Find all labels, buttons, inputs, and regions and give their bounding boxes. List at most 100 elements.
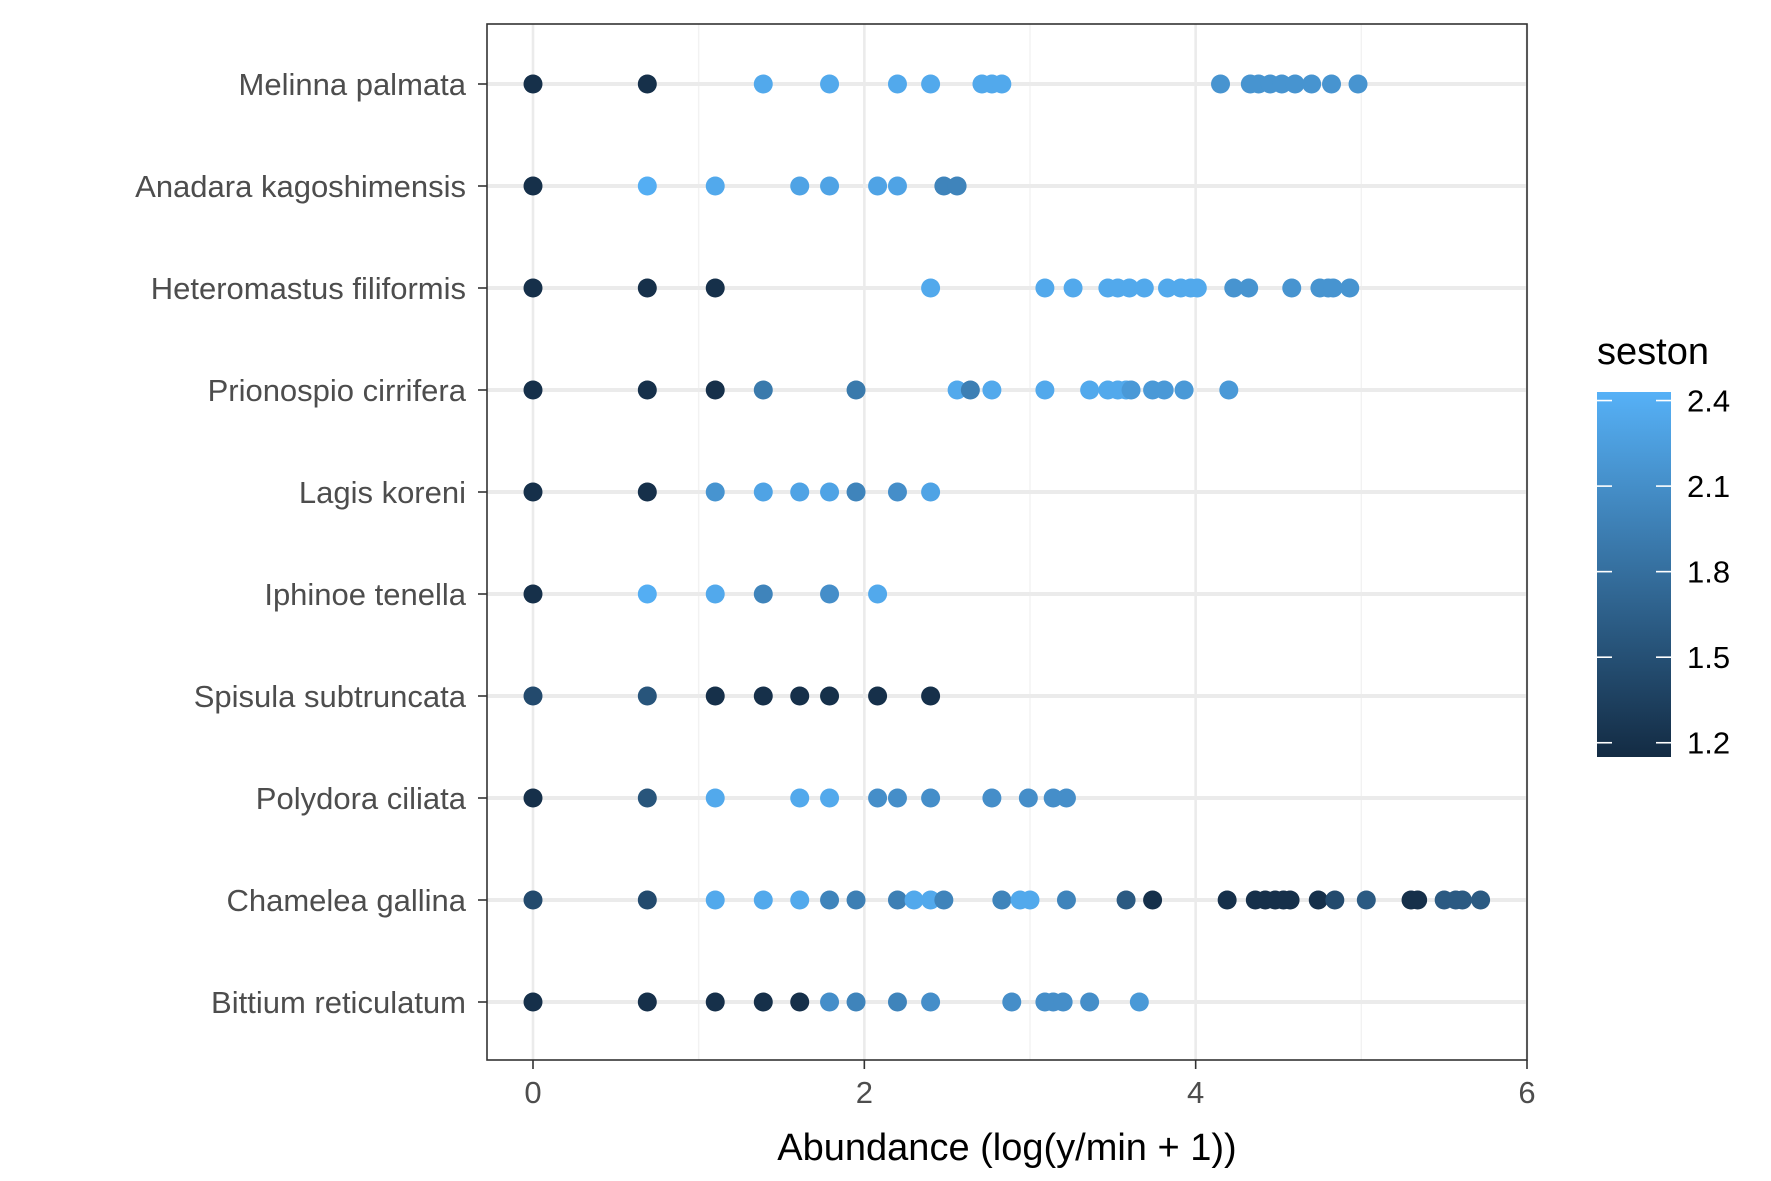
data-point: [921, 788, 941, 808]
data-point: [820, 176, 840, 196]
data-point: [1121, 380, 1141, 400]
data-point: [887, 482, 907, 502]
data-point: [1043, 788, 1063, 808]
data-point: [705, 176, 725, 196]
x-tick-label: 2: [856, 1075, 873, 1110]
data-point: [887, 74, 907, 94]
data-point: [523, 482, 543, 502]
data-point: [637, 788, 657, 808]
data-point: [820, 890, 840, 910]
data-point: [1174, 380, 1194, 400]
data-point: [1080, 380, 1100, 400]
data-point: [790, 890, 810, 910]
data-point: [753, 482, 773, 502]
data-point: [1211, 74, 1231, 94]
data-point: [1356, 890, 1376, 910]
data-point: [637, 482, 657, 502]
data-point: [1020, 890, 1040, 910]
data-point: [1018, 788, 1038, 808]
data-point: [1272, 74, 1292, 94]
legend-tick-label: 1.2: [1687, 726, 1730, 761]
data-point: [1154, 380, 1174, 400]
data-point: [523, 890, 543, 910]
y-tick-label: Bittium reticulatum: [211, 985, 466, 1020]
data-point: [637, 890, 657, 910]
data-point: [637, 686, 657, 706]
data-point: [887, 890, 907, 910]
data-point: [921, 74, 941, 94]
data-point: [846, 380, 866, 400]
data-point: [887, 176, 907, 196]
data-point: [1080, 992, 1100, 1012]
data-point: [637, 74, 657, 94]
data-point: [982, 788, 1002, 808]
data-point: [790, 686, 810, 706]
data-point: [523, 584, 543, 604]
data-point: [1158, 278, 1178, 298]
data-point: [1323, 278, 1343, 298]
x-tick-label: 4: [1187, 1075, 1204, 1110]
data-point: [1002, 992, 1022, 1012]
data-point: [820, 74, 840, 94]
data-point: [868, 584, 888, 604]
data-point: [1282, 278, 1302, 298]
data-point: [1322, 74, 1342, 94]
panel-background: [487, 24, 1527, 1060]
x-tick-label: 0: [524, 1075, 541, 1110]
data-point: [790, 788, 810, 808]
data-point: [1063, 278, 1083, 298]
data-point: [637, 278, 657, 298]
data-point: [637, 380, 657, 400]
data-point: [753, 992, 773, 1012]
y-tick-label: Polydora ciliata: [256, 781, 467, 816]
data-point: [1452, 890, 1472, 910]
legend-tick-label: 1.5: [1687, 640, 1730, 675]
data-point: [523, 788, 543, 808]
data-point: [1224, 278, 1244, 298]
data-point: [982, 380, 1002, 400]
data-point: [921, 686, 941, 706]
data-point: [1053, 992, 1073, 1012]
panel-border: [486, 23, 1528, 1061]
data-point: [868, 176, 888, 196]
data-point: [1056, 788, 1076, 808]
data-point: [753, 380, 773, 400]
data-point: [1129, 992, 1149, 1012]
data-point: [637, 992, 657, 1012]
legend-tick-label: 2.1: [1687, 469, 1730, 504]
data-point: [1239, 278, 1259, 298]
data-point: [934, 176, 954, 196]
y-tick-label: Prionospio cirrifera: [208, 373, 467, 408]
y-tick-label: Melinna palmata: [239, 67, 467, 102]
data-point: [1340, 278, 1360, 298]
data-point: [1134, 278, 1154, 298]
data-point: [934, 890, 954, 910]
x-axis: 0 2 4 6: [524, 1060, 1536, 1110]
data-point: [637, 176, 657, 196]
data-point: [705, 380, 725, 400]
data-point: [1119, 278, 1139, 298]
data-point: [820, 992, 840, 1012]
data-point: [992, 74, 1012, 94]
data-point: [523, 992, 543, 1012]
data-point: [1143, 890, 1163, 910]
legend-tick-label: 1.8: [1687, 555, 1730, 590]
data-point: [753, 686, 773, 706]
data-point: [705, 788, 725, 808]
data-point: [1035, 278, 1055, 298]
data-point: [868, 686, 888, 706]
data-point: [753, 74, 773, 94]
data-point: [705, 890, 725, 910]
data-point: [921, 278, 941, 298]
data-point: [705, 686, 725, 706]
data-point: [820, 584, 840, 604]
data-point: [705, 278, 725, 298]
data-point: [1280, 890, 1300, 910]
legend-title: seston: [1597, 331, 1709, 373]
y-tick-label: Chamelea gallina: [226, 883, 466, 918]
legend-tick-label: 2.4: [1687, 384, 1730, 419]
data-point: [753, 890, 773, 910]
data-points: [523, 74, 1491, 1012]
data-point: [523, 278, 543, 298]
